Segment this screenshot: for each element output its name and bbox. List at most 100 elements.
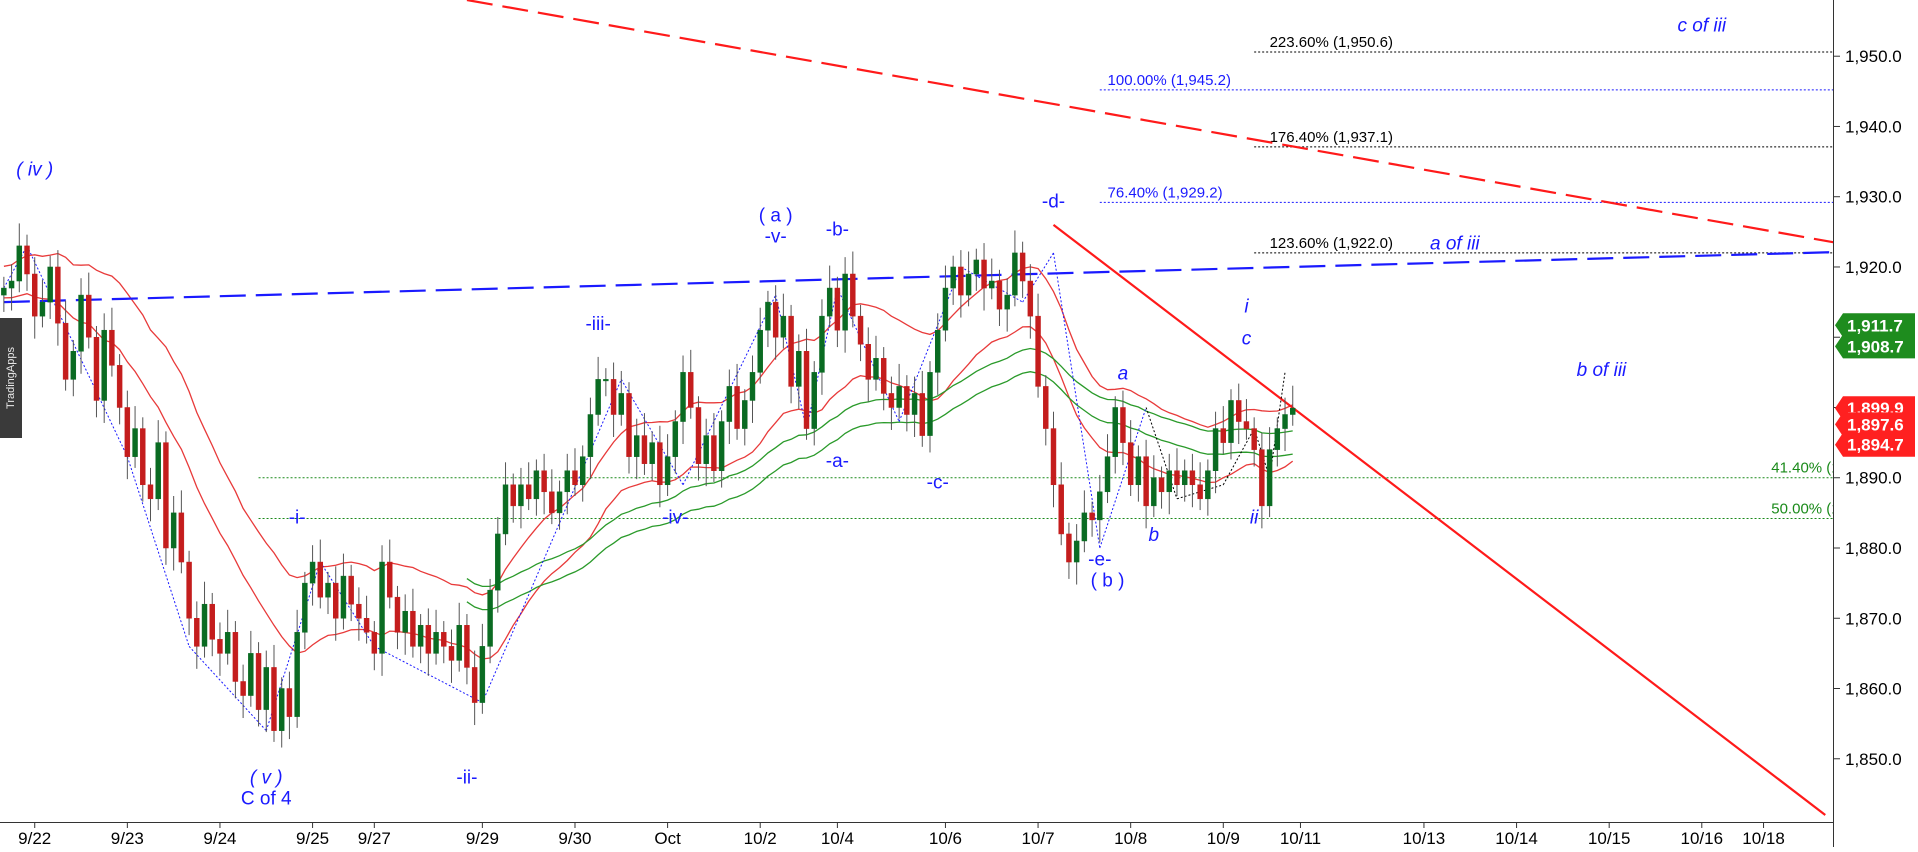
candle-body [626, 393, 632, 457]
wave-label: a [1118, 363, 1129, 384]
candle-body [518, 484, 524, 507]
date-tick-label: 10/6 [929, 829, 962, 847]
candle-body [1097, 491, 1103, 521]
price-axis-group: 1,850.01,860.01,870.01,880.01,890.01,900… [1833, 0, 1918, 847]
candle-body [309, 561, 316, 584]
candle-body [248, 653, 254, 696]
candle-body [124, 407, 131, 457]
wave-count-line [26, 245, 128, 457]
candle-body [780, 315, 787, 338]
wave-label: -b- [826, 219, 849, 240]
candle-body [340, 575, 347, 619]
price-tick-label: 1,870.0 [1845, 609, 1902, 628]
price-tick-label: 1,880.0 [1845, 539, 1902, 558]
candle-body [348, 575, 354, 605]
candle-body [441, 632, 447, 647]
candle-body [194, 618, 200, 647]
ma-red-upper [3, 252, 1293, 596]
candle-body [217, 639, 223, 654]
candle-body [402, 610, 408, 633]
candle-body [317, 561, 324, 598]
candle-body [1189, 470, 1196, 486]
price-badge [1835, 432, 1915, 457]
candle-body [70, 351, 77, 380]
date-tick-label: 10/8 [1114, 829, 1147, 847]
candle-body [965, 273, 972, 296]
wave-label: C of 4 [241, 788, 292, 809]
candle-body [718, 421, 725, 471]
candle-body [981, 259, 987, 289]
price-badge-label: 1,911.7 [1847, 316, 1903, 335]
candle-body [1205, 470, 1211, 500]
candle-body [363, 618, 370, 633]
candle-body [935, 329, 941, 373]
date-tick-label: 10/4 [821, 829, 854, 847]
price-badge [1835, 412, 1915, 437]
candle-body [742, 400, 748, 429]
candle-body [163, 442, 169, 549]
candle-body [278, 688, 285, 731]
candle-body [387, 561, 393, 598]
price-badge-label: 1,897.6 [1847, 415, 1904, 434]
date-axis-group: 9/22 9/23 9/24 9/25 9/27 9/29 9/30 Oct 10/2 10/4 1… [0, 822, 1833, 848]
candle-body [896, 386, 902, 408]
candle-body [1066, 533, 1072, 563]
wave-label: -v- [765, 226, 787, 247]
candle-body [1050, 428, 1057, 486]
candle-body [603, 379, 609, 382]
date-tick-label: 10/11 [1280, 829, 1321, 847]
ma-red-lower [3, 293, 1294, 660]
candle-body [541, 470, 547, 493]
date-tick-label: 10/13 [1403, 829, 1446, 847]
candle-body [394, 596, 401, 633]
candle-body [726, 386, 733, 422]
candle-body [286, 688, 293, 717]
candle-body [1027, 280, 1034, 317]
candle-body [533, 470, 540, 500]
candle-body [634, 435, 640, 457]
wave-label: -c- [927, 472, 949, 493]
date-tick-label: 9/27 [358, 829, 391, 847]
candle-body [1043, 386, 1049, 429]
ma-green-upper [466, 347, 1293, 588]
candle-body [610, 379, 617, 415]
wave-label: b of iii [1577, 360, 1627, 381]
candle-body [502, 484, 509, 535]
candle-body [333, 582, 339, 619]
candle-body [1228, 400, 1234, 443]
candle-body [549, 491, 555, 514]
candle-body [1282, 414, 1288, 429]
wave-label: i [1244, 297, 1249, 318]
price-tick-label: 1,940.0 [1845, 117, 1902, 136]
candle-body [456, 625, 462, 661]
candle-body [294, 632, 300, 717]
wave-count-line [1099, 407, 1147, 549]
wave-label: ( a ) [759, 205, 793, 226]
candle-body [1135, 456, 1142, 486]
candle-body [564, 470, 570, 493]
date-tick-label: 9/30 [558, 829, 591, 847]
candle-body [101, 329, 107, 401]
candle-body [1290, 407, 1296, 415]
candle-body [1274, 428, 1281, 450]
candle-body [1104, 456, 1111, 493]
wave-label: -iii- [585, 314, 610, 335]
candle-body [1004, 294, 1010, 310]
candle-body [649, 442, 655, 464]
wave-label: ii [1250, 507, 1259, 528]
candle-body [16, 245, 23, 282]
red-solid-trendline [1052, 223, 1826, 816]
candle-body [1058, 484, 1064, 535]
candle-body [1181, 470, 1188, 486]
candle-body [834, 287, 841, 331]
candle-body [1151, 477, 1157, 507]
candle-body [579, 456, 586, 486]
candle-body [664, 456, 671, 486]
candle-body [479, 646, 486, 703]
candle-body [672, 421, 679, 457]
candle-body [888, 393, 895, 408]
candle-body [325, 582, 331, 598]
date-tick-label: 9/25 [296, 829, 329, 847]
wave-count-line [319, 561, 375, 647]
